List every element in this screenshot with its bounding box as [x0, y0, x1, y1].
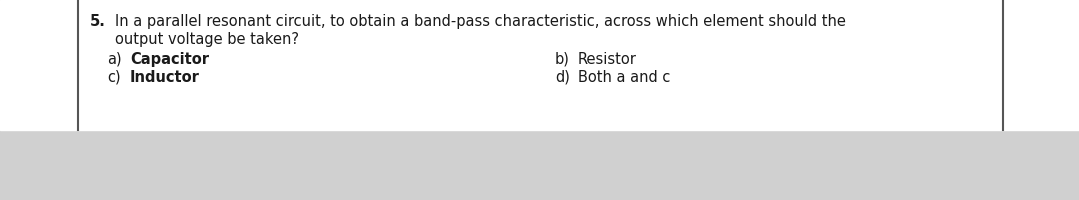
Text: output voltage be taken?: output voltage be taken?: [115, 32, 299, 47]
Text: d): d): [555, 70, 570, 85]
Text: Inductor: Inductor: [129, 70, 200, 85]
Text: Resistor: Resistor: [578, 52, 637, 67]
Text: Capacitor: Capacitor: [129, 52, 209, 67]
Text: 5.: 5.: [90, 14, 106, 29]
Text: c): c): [107, 70, 121, 85]
Text: a): a): [107, 52, 122, 67]
Text: Both a and c: Both a and c: [578, 70, 670, 85]
Bar: [0, 0, 1079, 130]
Text: In a parallel resonant circuit, to obtain a band-pass characteristic, across whi: In a parallel resonant circuit, to obtai…: [115, 14, 846, 29]
Text: b): b): [555, 52, 570, 67]
